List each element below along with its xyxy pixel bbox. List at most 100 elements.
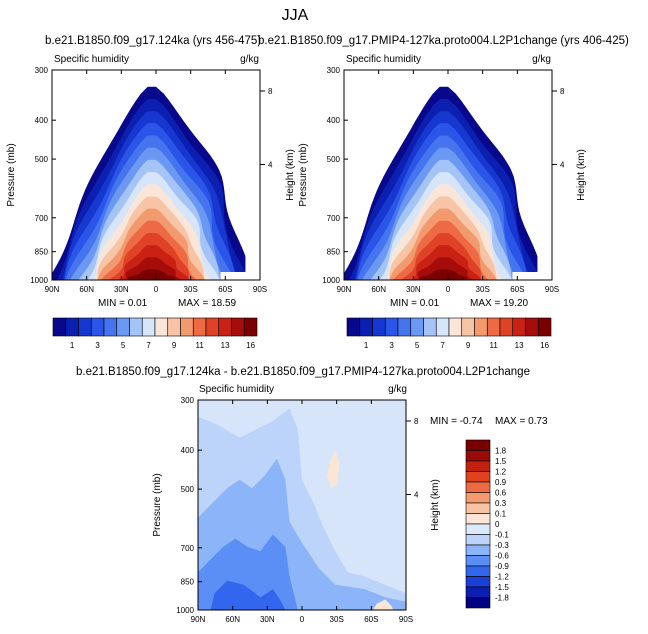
panel-diff-colorbar-swatch bbox=[465, 565, 491, 577]
panel-2-max: MAX = 19.20 bbox=[470, 298, 529, 309]
panel-diff-band-neg09 bbox=[210, 580, 286, 610]
panel-diff-colorbar-label: 0 bbox=[495, 520, 500, 529]
panel-2-colorbar-swatch bbox=[359, 317, 373, 337]
panel-diff-xtick-label: 60N bbox=[225, 615, 240, 624]
page-title: JJA bbox=[282, 7, 309, 24]
panel-diff-xtick-label: 90S bbox=[399, 615, 413, 624]
panel-diff-title: b.e21.B1850.f09_g17.124ka - b.e21.B1850.… bbox=[76, 366, 530, 378]
panel-diff-colorbar-label: -0.3 bbox=[495, 541, 509, 550]
panel-1-units: g/kg bbox=[240, 54, 259, 65]
panel-2-xtick-label: 30N bbox=[406, 285, 421, 294]
panel-1-xtick-label: 30S bbox=[184, 285, 198, 294]
panel-2-colorbar-label: 13 bbox=[515, 341, 524, 350]
panel-2-height-tick-label: 4 bbox=[560, 161, 565, 170]
panel-diff-colorbar-swatch bbox=[465, 502, 491, 514]
panel-diff-colorbar-swatch bbox=[465, 450, 491, 462]
panel-1-right-label: Height (km) bbox=[285, 149, 296, 201]
panel-diff-colorbar-label: -0.6 bbox=[495, 552, 509, 561]
panel-1-colorbar-swatch bbox=[154, 317, 169, 337]
panel-1-xtick-label: 60S bbox=[218, 285, 232, 294]
panel-2-colorbar-swatch bbox=[474, 317, 488, 337]
panel-diff-ytick-label: 850 bbox=[181, 578, 195, 587]
panel-1-ytick-label: 500 bbox=[35, 155, 49, 164]
panel-diff-colorbar-swatch bbox=[465, 439, 491, 451]
panel-1-max: MAX = 18.59 bbox=[178, 298, 237, 309]
panel-diff-min: MIN = -0.74 bbox=[430, 416, 483, 427]
panel-diff-colorbar-swatch bbox=[465, 534, 491, 546]
panel-2-colorbar-swatch bbox=[512, 317, 526, 337]
panel-diff-colorbar-label: 0.6 bbox=[495, 489, 507, 498]
panel-2-colorbar-swatch bbox=[461, 317, 475, 337]
panel-diff-xtick-label: 30S bbox=[330, 615, 344, 624]
panel-2-ytick-label: 1000 bbox=[322, 276, 340, 285]
panel-diff-max: MAX = 0.73 bbox=[495, 416, 548, 427]
panel-diff-colorbar-swatch bbox=[465, 555, 491, 567]
panel-diff-xtick-label: 90N bbox=[191, 615, 206, 624]
panel-1-colorbar-swatch bbox=[78, 317, 92, 337]
panel-diff-colorbar-swatch bbox=[465, 586, 491, 598]
panel-diff-colorbar-label: -0.1 bbox=[495, 531, 509, 540]
panel-diff-colorbar-label: 0.1 bbox=[495, 510, 507, 519]
panel-diff-ytick-label: 1000 bbox=[176, 606, 194, 615]
panel-2-ytick-label: 300 bbox=[327, 66, 341, 75]
panel-2-colorbar-label: 11 bbox=[489, 341, 498, 350]
panel-2-topography-mask bbox=[512, 236, 552, 280]
panel-1-height-tick-label: 8 bbox=[268, 87, 273, 96]
panel-diff-colorbar-swatch bbox=[465, 460, 491, 472]
panel-2-variable: Specific humidity bbox=[346, 54, 421, 65]
panel-diff-variable: Specific humidity bbox=[199, 384, 274, 395]
panel-2-field bbox=[344, 70, 552, 280]
panel-2-xtick-label: 90S bbox=[545, 285, 559, 294]
panel-diff-colorbar-swatch bbox=[465, 576, 491, 588]
panel-1-ytick-label: 700 bbox=[35, 214, 49, 223]
panel-2-colorbar-label: 5 bbox=[415, 341, 420, 350]
panel-diff-colorbar-swatch bbox=[465, 523, 491, 535]
panel-2-min: MIN = 0.01 bbox=[390, 298, 440, 309]
panel-diff-colorbar-label: 1.5 bbox=[495, 457, 507, 466]
panel-1-xtick-label: 0 bbox=[154, 285, 159, 294]
panel-1-title: b.e21.B1850.f09_g17.124ka (yrs 456-475) bbox=[45, 35, 261, 47]
panel-2-colorbar-label: 1 bbox=[364, 341, 369, 350]
panel-diff-colorbar-label: 1.2 bbox=[495, 468, 507, 477]
panel-diff-ytick-label: 400 bbox=[181, 446, 195, 455]
panel-diff-height-tick-label: 4 bbox=[414, 491, 419, 500]
panel-diff-colorbar-swatch bbox=[465, 481, 491, 493]
panel-2-ytick-label: 400 bbox=[327, 116, 341, 125]
panel-diff-ytick-label: 300 bbox=[181, 396, 195, 405]
panel-2-colorbar-swatch bbox=[397, 317, 412, 337]
panel-2-contour-band bbox=[419, 269, 468, 280]
panel-diff-colorbar-swatch bbox=[465, 471, 491, 483]
panel-2-xtick-label: 60S bbox=[510, 285, 524, 294]
panel-2-xtick-label: 30S bbox=[476, 285, 490, 294]
panel-1-colorbar-label: 16 bbox=[246, 341, 255, 350]
panel-1-colorbar-swatch bbox=[52, 317, 67, 337]
panel-2-units: g/kg bbox=[532, 54, 551, 65]
panel-2-colorbar-label: 9 bbox=[466, 341, 471, 350]
panel-diff-ylabel: Pressure (mb) bbox=[152, 473, 163, 536]
panel-2-colorbar-swatch bbox=[448, 317, 463, 337]
panel-diff-height-tick-label: 8 bbox=[414, 417, 419, 426]
panel-1-ytick-label: 400 bbox=[35, 116, 49, 125]
panel-diff-colorbar-swatch bbox=[465, 544, 491, 556]
panel-2-colorbar-swatch bbox=[499, 317, 514, 337]
panel-1-colorbar-swatch bbox=[205, 317, 220, 337]
panel-diff-colorbar-swatch bbox=[465, 513, 491, 525]
panel-diff-colorbar-label: 0.9 bbox=[495, 478, 507, 487]
panel-1-xtick-label: 60N bbox=[79, 285, 94, 294]
panel-1-colorbar-swatch bbox=[129, 317, 143, 337]
panel-1-colorbar-swatch bbox=[141, 317, 156, 337]
panel-1-ytick-label: 300 bbox=[35, 66, 49, 75]
panel-diff-colorbar-label: -1.8 bbox=[495, 594, 509, 603]
panel-diff-colorbar-swatch bbox=[465, 597, 491, 609]
panel-diff: b.e21.B1850.f09_g17.124ka - b.e21.B1850.… bbox=[76, 366, 548, 624]
panel-2-colorbar-swatch bbox=[410, 317, 424, 337]
panel-1-xtick-label: 30N bbox=[114, 285, 129, 294]
panel-1-height-tick-label: 4 bbox=[268, 161, 273, 170]
panel-2-colorbar-label: 16 bbox=[540, 341, 549, 350]
panel-diff-colorbar-label: -1.5 bbox=[495, 583, 509, 592]
panel-2-colorbar-label: 3 bbox=[389, 341, 394, 350]
panel-diff-xtick-label: 60S bbox=[364, 615, 378, 624]
panel-diff-colorbar-label: 1.8 bbox=[495, 447, 507, 456]
panel-1-colorbar-swatch bbox=[231, 317, 245, 337]
